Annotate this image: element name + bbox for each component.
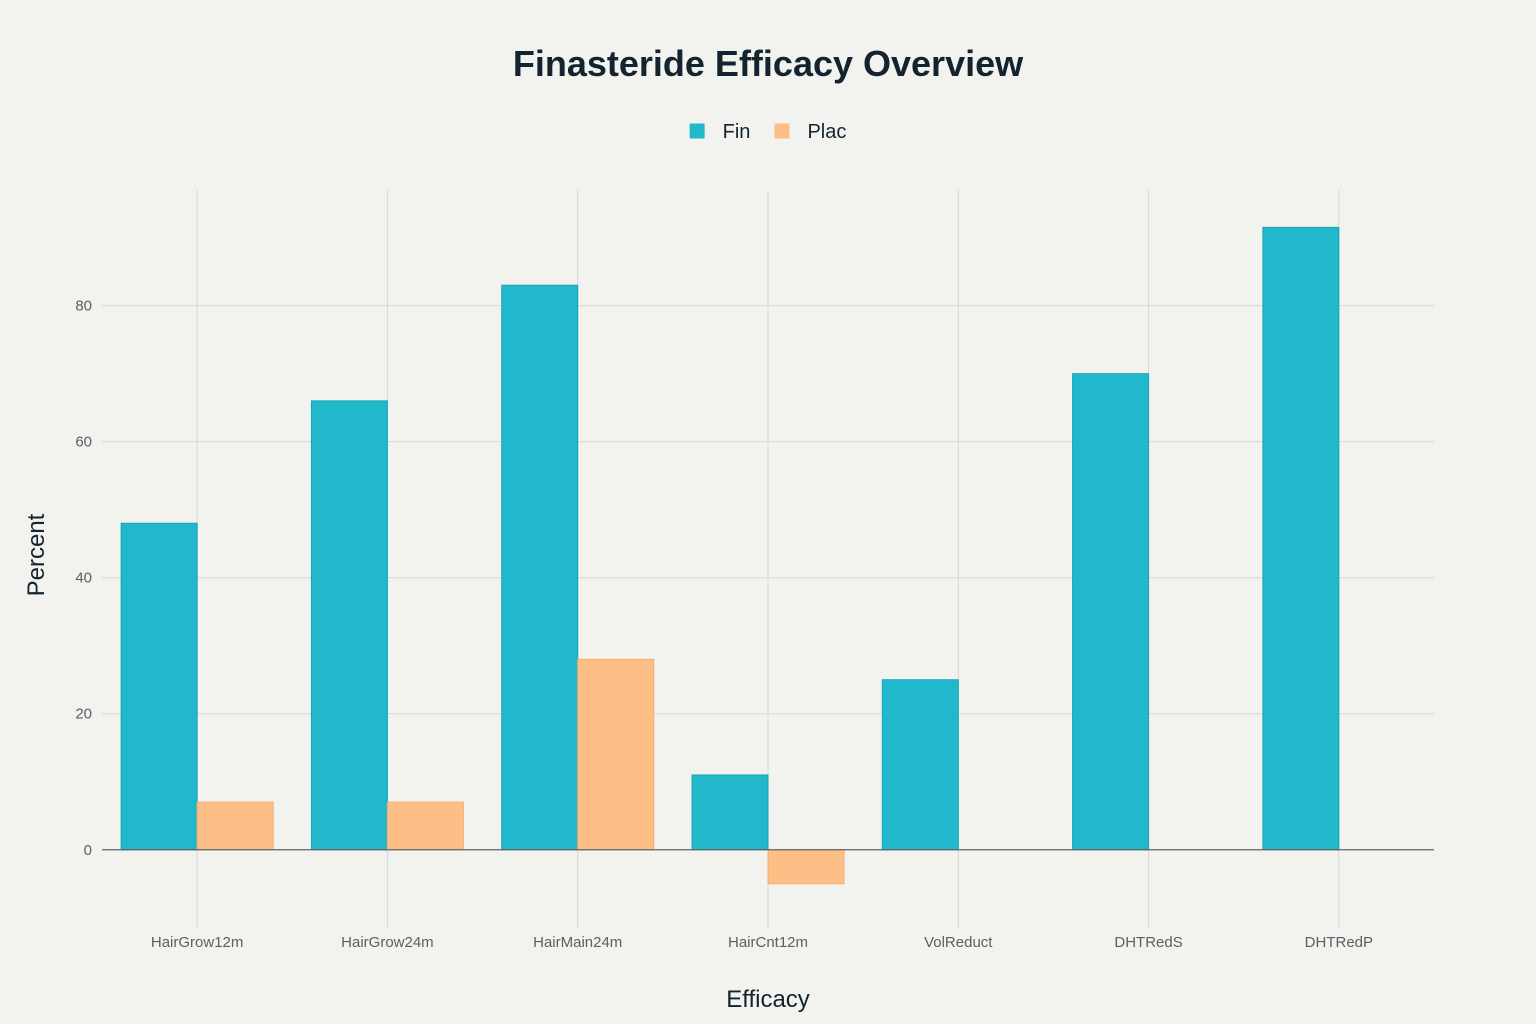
- bar-fin-dhtreds[interactable]: [1072, 373, 1150, 851]
- x-tick-label-dhtreds: DHTRedS: [1114, 934, 1182, 951]
- legend-label-fin: Fin: [723, 121, 751, 143]
- y-tick-label-60: 60: [75, 434, 92, 451]
- x-tick-label-hairgrow24m: HairGrow24m: [341, 934, 434, 951]
- y-tick-label-20: 20: [75, 706, 92, 723]
- legend-item-fin[interactable]: Fin: [689, 121, 751, 143]
- x-tick-label-volreduct: VolReduct: [924, 934, 993, 951]
- bar-plac-haircnt12m[interactable]: [767, 849, 845, 885]
- legend-label-plac: Plac: [807, 121, 846, 143]
- bar-plac-hairmain24m[interactable]: [577, 658, 655, 851]
- bar-fin-dhtredp[interactable]: [1262, 226, 1340, 851]
- y-tick-label-80: 80: [75, 298, 92, 315]
- bar-fin-haircnt12m[interactable]: [691, 774, 769, 851]
- bar-fin-hairmain24m[interactable]: [501, 284, 579, 851]
- x-tick-label-dhtredp: DHTRedP: [1305, 934, 1373, 951]
- y-tick-label-40: 40: [75, 570, 92, 587]
- chart-title: Finasteride Efficacy Overview: [513, 43, 1024, 84]
- legend-swatch-fin: [689, 123, 705, 139]
- bar-plac-hairgrow24m[interactable]: [386, 801, 464, 851]
- y-tick-label-0: 0: [84, 842, 92, 859]
- legend: Fin Plac: [689, 121, 846, 143]
- legend-item-plac[interactable]: Plac: [774, 121, 846, 143]
- x-axis-title: Efficacy: [726, 986, 810, 1013]
- bars: [120, 226, 1340, 885]
- x-tick-label-hairmain24m: HairMain24m: [533, 934, 622, 951]
- y-tick-labels: 0 20 40 60 80: [75, 298, 92, 859]
- bar-plac-hairgrow12m[interactable]: [196, 801, 274, 851]
- bar-fin-volreduct[interactable]: [881, 679, 959, 851]
- x-tick-label-hairgrow12m: HairGrow12m: [151, 934, 244, 951]
- x-tick-labels: HairGrow12m HairGrow24m HairMain24m HairCnt…: [151, 934, 1373, 951]
- x-tick-label-haircnt12m: HairCnt12m: [728, 934, 808, 951]
- legend-swatch-plac: [774, 123, 790, 139]
- bar-fin-hairgrow24m[interactable]: [310, 400, 388, 851]
- bar-fin-hairgrow12m[interactable]: [120, 522, 198, 851]
- y-axis-title: Percent: [23, 513, 50, 596]
